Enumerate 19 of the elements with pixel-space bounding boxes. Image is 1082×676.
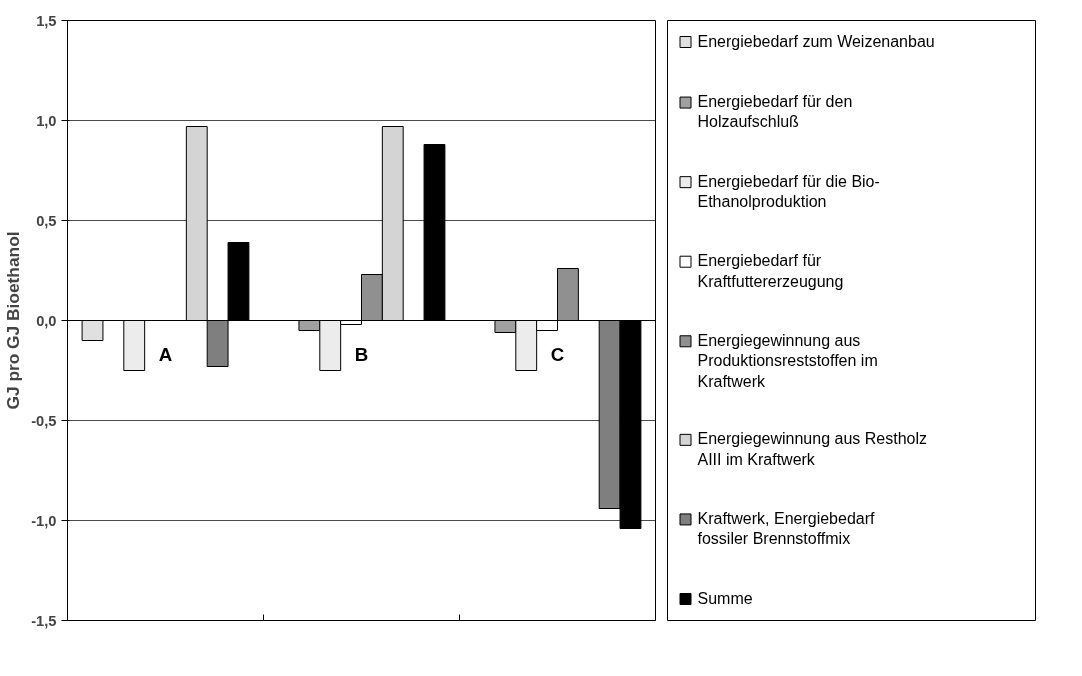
y-tick-label: 1,0 (36, 112, 57, 129)
legend-label: Energiebedarf für die Bio-Ethanolproduktion (697, 172, 880, 211)
legend-label: Energiebedarf für Kraftfuttererzeugung (697, 252, 844, 290)
x-tick-label: C (550, 344, 565, 365)
x-tick-label: B (354, 344, 369, 365)
y-tick-label: -1,0 (31, 512, 57, 529)
y-tick-label: -1,5 (31, 612, 57, 629)
y-tick-label: 1,5 (36, 12, 57, 29)
legend-label: Energiebedarf für den Holzaufschluß (697, 93, 853, 131)
legend-label: Summe (697, 589, 753, 607)
legend-label: Kraftwerk, Energiebedarf fossiler Brennstoffmix (697, 509, 876, 548)
y-tick-label: -0,5 (31, 412, 57, 429)
y-axis-title: GJ pro GJ Bioethanol (3, 231, 24, 410)
y-tick-label: 0,0 (36, 312, 57, 329)
legend-label: Energiegewinnung aus Produktionsreststoffen im Kraftwerk (697, 331, 878, 390)
x-tick-label: A (158, 344, 173, 365)
y-tick-label: 0,5 (36, 212, 57, 229)
legend-label: Energiebedarf zum Weizenanbau (697, 32, 935, 50)
legend-label: Energiegewinnung aus Restholz AIII im Kraftwerk (697, 430, 927, 468)
